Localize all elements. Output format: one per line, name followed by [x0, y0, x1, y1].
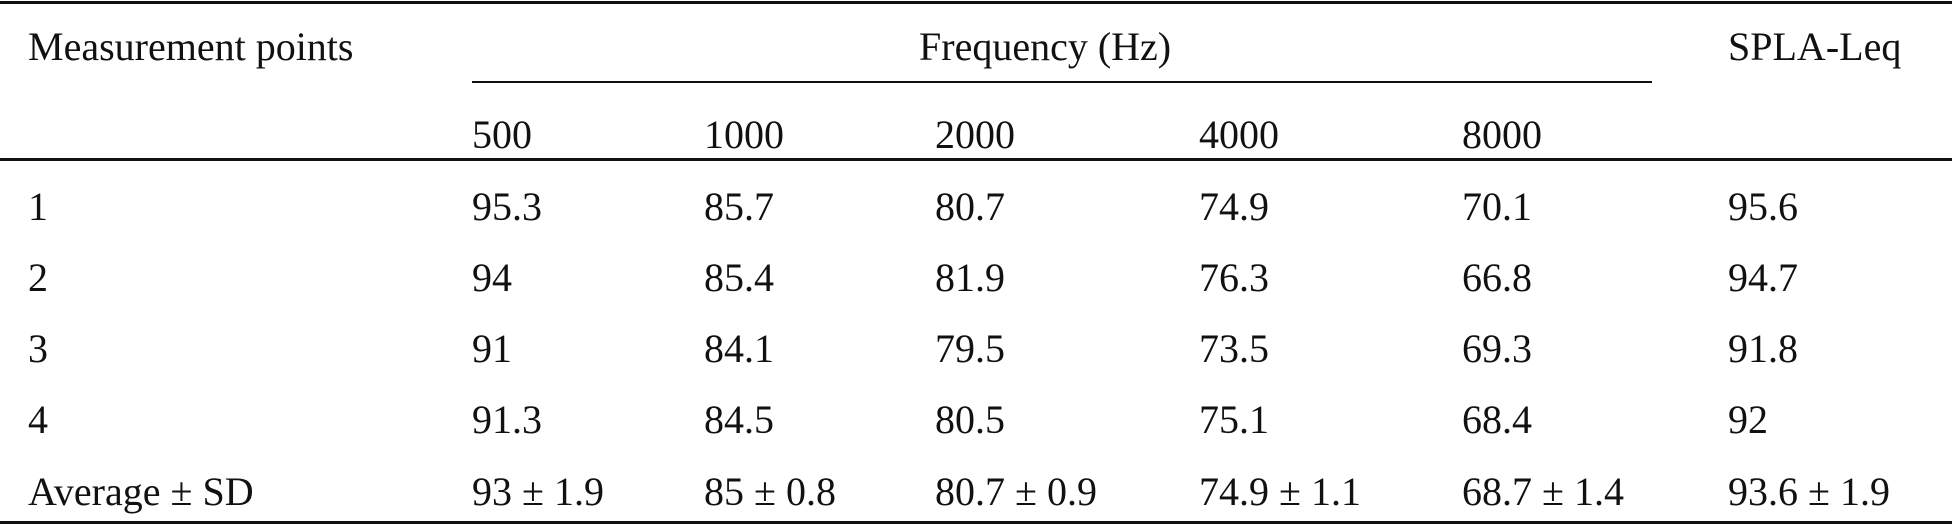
table-cell: 4	[28, 397, 48, 442]
header-measurement-points: Measurement points	[28, 24, 354, 69]
table-cell: 68.4	[1462, 397, 1532, 442]
table-cell: 91	[472, 326, 512, 371]
frequency-span-rule	[472, 81, 1652, 83]
header-frequency: Frequency (Hz)	[919, 24, 1172, 69]
table-cell: 91.3	[472, 397, 542, 442]
header-freq-8000: 8000	[1462, 112, 1542, 157]
table-cell: Average ± SD	[28, 469, 254, 514]
table-bottom-rule	[0, 521, 1952, 524]
header-freq-1000: 1000	[704, 112, 784, 157]
table-cell: 84.5	[704, 397, 774, 442]
table-cell: 85 ± 0.8	[704, 469, 836, 514]
table-cell: 95.3	[472, 184, 542, 229]
table-cell: 92	[1728, 397, 1768, 442]
table-cell: 95.6	[1728, 184, 1798, 229]
header-freq-4000: 4000	[1199, 112, 1279, 157]
table-cell: 81.9	[935, 255, 1005, 300]
table-cell: 1	[28, 184, 48, 229]
header-bottom-rule	[0, 158, 1952, 161]
table-cell: 80.7	[935, 184, 1005, 229]
table-cell: 93 ± 1.9	[472, 469, 604, 514]
table-cell: 66.8	[1462, 255, 1532, 300]
table-cell: 91.8	[1728, 326, 1798, 371]
table-cell: 80.7 ± 0.9	[935, 469, 1097, 514]
table-cell: 94.7	[1728, 255, 1798, 300]
table-cell: 73.5	[1199, 326, 1269, 371]
table-cell: 94	[472, 255, 512, 300]
header-spla-leq: SPLA-Leq	[1728, 24, 1902, 69]
table-cell: 84.1	[704, 326, 774, 371]
table-cell: 74.9	[1199, 184, 1269, 229]
table-cell: 85.7	[704, 184, 774, 229]
table-cell: 3	[28, 326, 48, 371]
table-cell: 80.5	[935, 397, 1005, 442]
table-cell: 70.1	[1462, 184, 1532, 229]
header-freq-500: 500	[472, 112, 532, 157]
table-cell: 2	[28, 255, 48, 300]
table-cell: 75.1	[1199, 397, 1269, 442]
table-cell: 93.6 ± 1.9	[1728, 469, 1890, 514]
table-cell: 76.3	[1199, 255, 1269, 300]
table-cell: 69.3	[1462, 326, 1532, 371]
header-freq-2000: 2000	[935, 112, 1015, 157]
table-cell: 68.7 ± 1.4	[1462, 469, 1624, 514]
table-cell: 74.9 ± 1.1	[1199, 469, 1361, 514]
table-top-rule	[0, 1, 1952, 4]
table-cell: 79.5	[935, 326, 1005, 371]
table-cell: 85.4	[704, 255, 774, 300]
